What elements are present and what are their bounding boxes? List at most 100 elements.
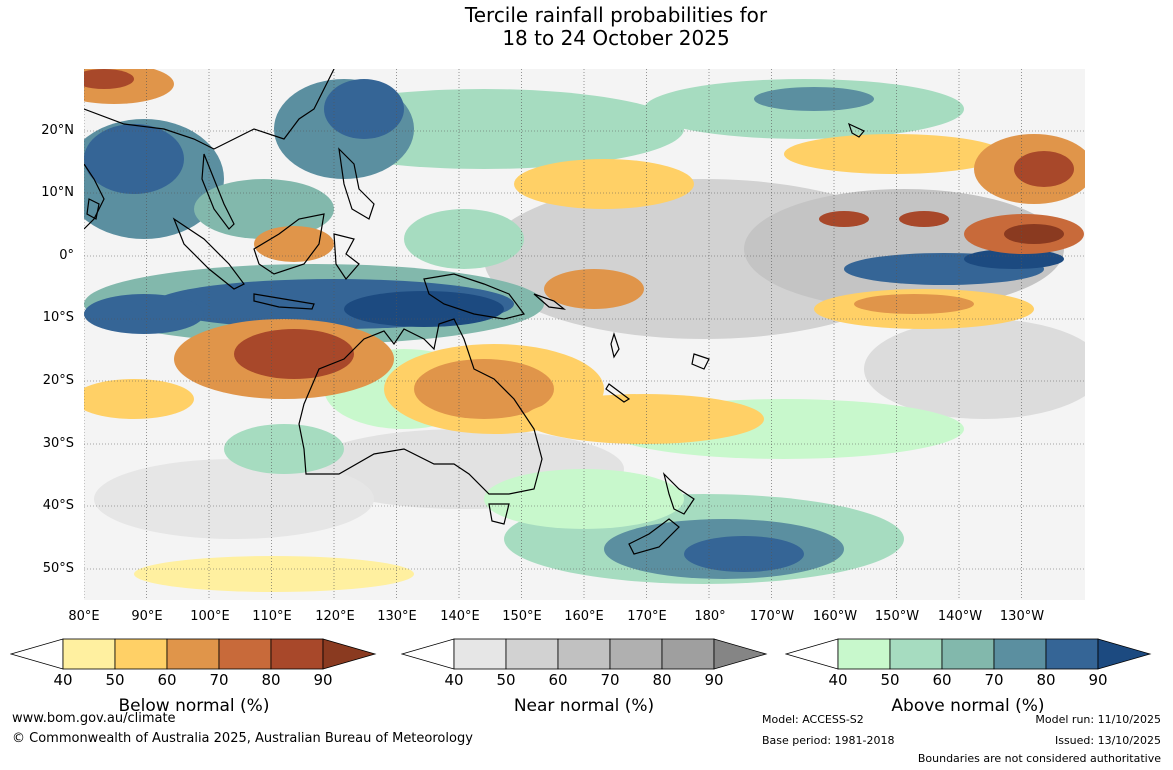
above-tick-60: 60	[932, 671, 952, 689]
near-tick-70: 70	[600, 671, 620, 689]
near-tick-60: 60	[548, 671, 568, 689]
title-line-2: 18 to 24 October 2025	[502, 26, 730, 50]
lat-label-10n: 10°N	[41, 185, 74, 200]
boundaries-disclaimer: Boundaries are not considered authoritat…	[917, 752, 1161, 765]
lon-label-150w: 150°W	[874, 609, 920, 624]
model-run-text: Model run: 11/10/2025	[1035, 713, 1161, 726]
rainfall-probability-map	[84, 69, 1085, 600]
above-swatch-5	[1045, 638, 1099, 670]
lon-label-150e: 150°E	[502, 609, 542, 624]
sri-lanka-coastline	[86, 198, 100, 220]
above-swatch-3	[941, 638, 995, 670]
java-coastline	[253, 293, 315, 310]
below-tick-70: 70	[209, 671, 229, 689]
fiji-coastline	[691, 353, 710, 370]
near-swatch-5	[661, 638, 715, 670]
sumatra-coastline	[172, 217, 245, 290]
above-below-40-swatch	[785, 638, 839, 670]
near-tick-40: 40	[444, 671, 464, 689]
above-normal-colorbar	[785, 638, 1152, 670]
lon-label-140w: 140°W	[937, 609, 983, 624]
above-tick-40: 40	[828, 671, 848, 689]
near-normal-swatches	[401, 638, 768, 670]
map-title: Tercile rainfall probabilities for 18 to…	[0, 4, 1173, 50]
near-swatch-4	[609, 638, 663, 670]
tasmania-coastline	[488, 503, 510, 525]
india-coastline	[84, 163, 105, 230]
lon-label-170w: 170°W	[749, 609, 795, 624]
philippines-coastline	[338, 147, 375, 220]
near-tick-90: 90	[704, 671, 724, 689]
australia-coastline	[298, 318, 543, 495]
above-tick-90: 90	[1088, 671, 1108, 689]
near-tick-50: 50	[496, 671, 516, 689]
lon-label-130w: 130°W	[999, 609, 1045, 624]
lon-label-170e: 170°E	[627, 609, 667, 624]
below-tick-60: 60	[157, 671, 177, 689]
new-zealand-south-coastline	[628, 518, 680, 555]
lon-label-120e: 120°E	[315, 609, 355, 624]
below-tick-50: 50	[105, 671, 125, 689]
lon-label-140e: 140°E	[440, 609, 480, 624]
mainland-asia-coastline	[84, 69, 335, 150]
below-normal-colorbar	[10, 638, 377, 670]
lat-label-10s: 10°S	[42, 310, 74, 325]
below-below-40-swatch	[10, 638, 64, 670]
above-swatch-4	[993, 638, 1047, 670]
below-swatch-2	[114, 638, 168, 670]
above-tick-80: 80	[1036, 671, 1056, 689]
copyright-text: © Commonwealth of Australia 2025, Austra…	[12, 731, 473, 746]
above-normal-swatches	[785, 638, 1152, 670]
lon-label-110e: 110°E	[252, 609, 292, 624]
hawaii-coastline	[847, 122, 865, 138]
malay-peninsula-coastline	[201, 153, 235, 230]
near-below-40-swatch	[401, 638, 455, 670]
lat-label-20s: 20°S	[42, 373, 74, 388]
lat-label-50s: 50°S	[42, 561, 74, 576]
lon-label-160w: 160°W	[812, 609, 858, 624]
below-swatch-4	[218, 638, 272, 670]
above-tick-70: 70	[984, 671, 1004, 689]
near-swatch-3	[557, 638, 611, 670]
lon-label-100e: 100°E	[190, 609, 230, 624]
title-line-1: Tercile rainfall probabilities for	[464, 3, 768, 27]
near-normal-label: Near normal (%)	[513, 696, 655, 716]
new-guinea-coastline	[423, 273, 526, 320]
below-tick-80: 80	[261, 671, 281, 689]
near-normal-colorbar	[401, 638, 768, 670]
near-swatch-1	[453, 638, 507, 670]
below-swatch-5	[270, 638, 324, 670]
below-normal-label: Below normal (%)	[118, 696, 270, 716]
below-swatch-3	[166, 638, 220, 670]
lat-label-20n: 20°N	[41, 123, 74, 138]
near-swatch-above-90	[713, 638, 768, 670]
lat-label-equator: 0°	[59, 248, 74, 263]
issued-text: Issued: 13/10/2025	[1054, 734, 1161, 747]
below-tick-90: 90	[313, 671, 333, 689]
lon-label-160e: 160°E	[564, 609, 604, 624]
lon-label-130e: 130°E	[377, 609, 417, 624]
below-tick-40: 40	[53, 671, 73, 689]
above-tick-50: 50	[880, 671, 900, 689]
website-link[interactable]: www.bom.gov.au/climate	[12, 711, 176, 726]
sulawesi-coastline	[333, 233, 360, 280]
below-swatch-1	[62, 638, 116, 670]
lon-label-180: 180°	[694, 609, 726, 624]
coastlines	[84, 69, 865, 555]
lat-label-30s: 30°S	[42, 436, 74, 451]
solomon-islands-coastline	[533, 293, 567, 310]
above-swatch-above-90	[1097, 638, 1152, 670]
above-swatch-1	[837, 638, 891, 670]
lat-label-40s: 40°S	[42, 498, 74, 513]
near-tick-80: 80	[652, 671, 672, 689]
below-swatch-above-90	[322, 638, 377, 670]
lon-label-80e: 80°E	[68, 609, 100, 624]
new-zealand-north-coastline	[662, 472, 695, 515]
near-swatch-2	[505, 638, 559, 670]
model-text: Model: ACCESS-S2	[762, 713, 864, 726]
base-period-text: Base period: 1981-2018	[762, 734, 895, 747]
new-caledonia-coastline	[605, 383, 631, 403]
above-normal-label: Above normal (%)	[891, 696, 1045, 716]
above-normal-regions	[84, 79, 1064, 584]
graticule	[84, 69, 1085, 600]
